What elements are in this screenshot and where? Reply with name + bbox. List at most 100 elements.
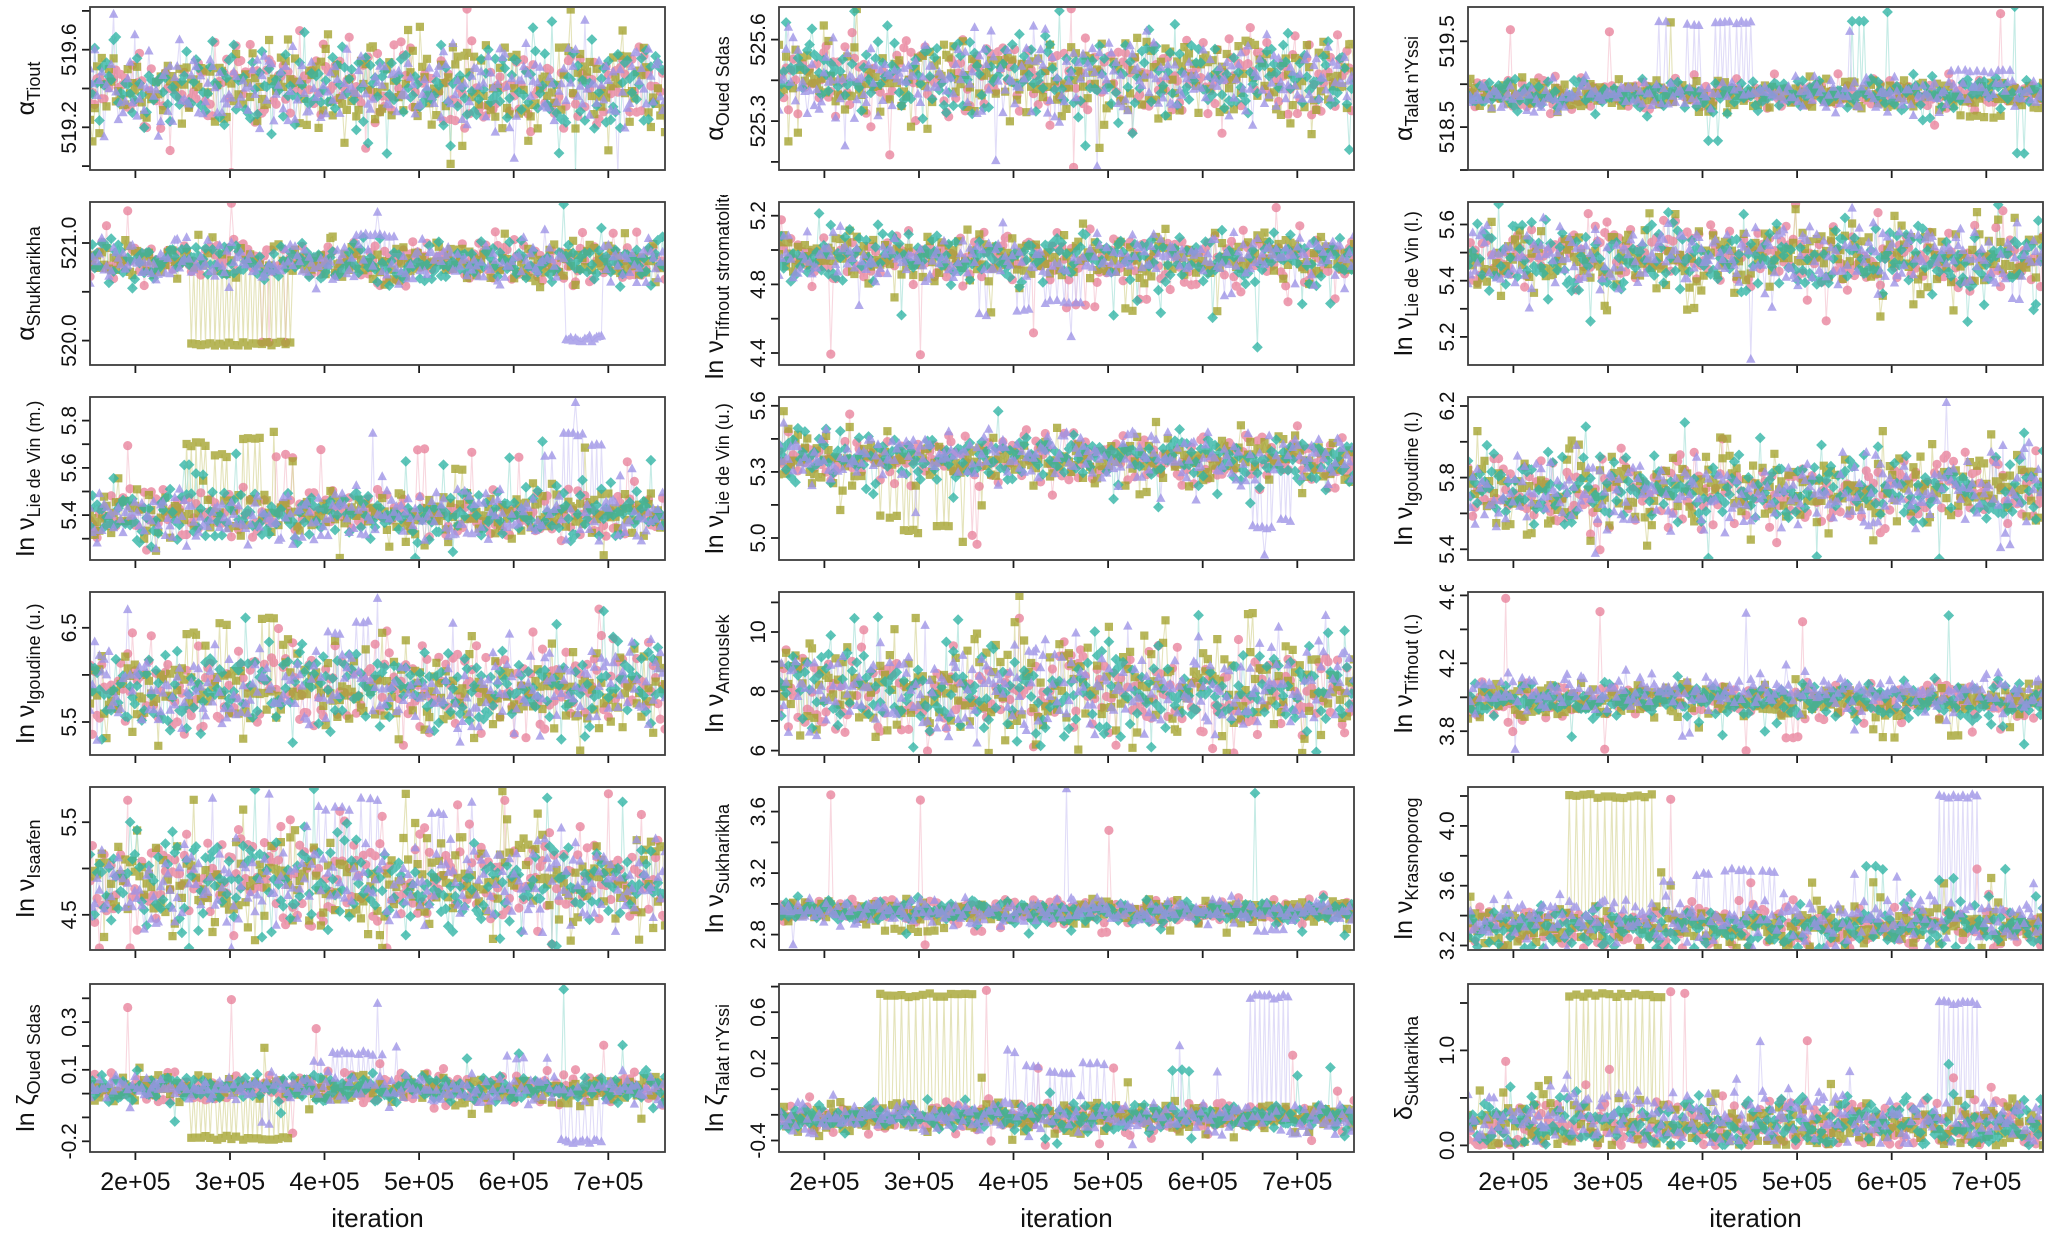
y-tick-label: 4.6 xyxy=(1436,585,1459,610)
y-axis-title: ln νTifnout (l.) xyxy=(1390,614,1422,733)
plot-box xyxy=(1467,6,2044,171)
plot-box xyxy=(1467,201,2044,366)
y-tick-label: -0.2 xyxy=(58,1123,81,1159)
y-tick-label: 5.6 xyxy=(58,453,81,482)
y-tick-label: 6 xyxy=(747,745,770,757)
y-axis-title: ln νLie de Vin (l.) xyxy=(1390,211,1422,356)
y-axis-title: ln νSukharikha xyxy=(701,803,733,933)
x-tick-label: 6e+05 xyxy=(1168,1168,1238,1196)
chain-1-markers xyxy=(780,409,1353,549)
chain-3-markers xyxy=(91,436,664,559)
x-tick-label: 6e+05 xyxy=(479,1168,549,1196)
chain-4-markers xyxy=(1469,789,2042,949)
x-tick-label: 4e+05 xyxy=(978,1168,1048,1196)
trace-panel-lie-de-vin-l: 5.2 5.4 5.6 ln νLie de Vin (l.) xyxy=(1390,201,2044,373)
x-tick-label: 4e+05 xyxy=(1667,1168,1737,1196)
y-tick-label: 0.1 xyxy=(58,1055,81,1084)
y-tick-label: 518.5 xyxy=(1436,101,1459,154)
traces xyxy=(780,985,1353,1150)
y-tick-label: 4.0 xyxy=(1436,811,1459,840)
y-tick-label: 5.4 xyxy=(58,500,81,530)
chain-2-markers xyxy=(1469,205,2042,321)
y-tick-label: 5.6 xyxy=(1436,210,1459,239)
x-tick-label: 7e+05 xyxy=(1951,1168,2021,1196)
plot-box xyxy=(1467,786,2044,951)
y-tick-label: 0.0 xyxy=(1436,1131,1459,1160)
x-tick-label: 5e+05 xyxy=(1762,1168,1832,1196)
y-tick-label: 3.8 xyxy=(1436,717,1459,746)
x-tick-label: 2e+05 xyxy=(1478,1168,1548,1196)
y-tick-label: 5.5 xyxy=(58,707,81,736)
trace-panel-amouslek: 6 8 10 ln νAmouslek xyxy=(701,591,1355,763)
traces xyxy=(91,8,664,169)
y-axis-title: αTalat n'Yssi xyxy=(1390,36,1422,141)
chain-3-markers xyxy=(91,16,664,169)
chain-1-markers xyxy=(91,789,664,949)
y-tick-label: 5.3 xyxy=(747,457,770,486)
y-axis-title: αShukharikha xyxy=(12,225,44,341)
x-tick-label: 4e+05 xyxy=(289,1168,359,1196)
trace-panel-oued-sdas: 525.3 525.6 αOued Sdas xyxy=(701,6,1355,178)
traces xyxy=(780,788,1353,949)
y-axis-title: ln νAmouslek xyxy=(701,614,733,733)
chain-4-markers xyxy=(780,20,1353,169)
traces xyxy=(1469,593,2042,754)
chain-3-markers xyxy=(780,8,1353,156)
x-tick-label: 6e+05 xyxy=(1857,1168,1927,1196)
x-tick-label: 5e+05 xyxy=(1073,1168,1143,1196)
x-tick-label: 3e+05 xyxy=(195,1168,265,1196)
trace-panel-oued-sdas: -0.2 0.1 0.3 2e+05 3e+05 4e+05 5e+05 6e+05 7e+05… xyxy=(12,983,666,1233)
y-axis-title: αTiout xyxy=(12,62,44,116)
y-axis-title: ln νTifnout stromatolite xyxy=(701,195,733,379)
chain-1-markers xyxy=(91,441,664,555)
y-axis-title: ln ζOued Sdas xyxy=(12,1004,44,1132)
y-tick-label: 8 xyxy=(747,685,770,697)
y-tick-label: 5.4 xyxy=(1436,266,1459,296)
chain-4-markers xyxy=(91,788,664,949)
y-tick-label: 525.3 xyxy=(747,95,770,148)
traces xyxy=(91,985,664,1147)
traces xyxy=(1469,203,2042,363)
chain-3-markers xyxy=(91,203,664,294)
trace-panel-shukharikha: 520.0 521.0 αShukharikha xyxy=(12,201,666,373)
y-tick-label: 3.2 xyxy=(1436,931,1459,960)
chain-1-markers xyxy=(91,995,664,1138)
plot-box xyxy=(1467,591,2044,756)
traces xyxy=(1469,789,2042,949)
plot-box xyxy=(89,983,666,1153)
y-tick-label: 4.2 xyxy=(1436,649,1459,678)
y-tick-label: 3.6 xyxy=(1436,871,1459,900)
y-axis-title: δSukharikha xyxy=(1390,1015,1422,1120)
trace-panel-igoudine-l: 5.4 5.8 6.2 ln νIgoudine (l.) xyxy=(1390,391,2044,568)
trace-panel-krasnoporog: 3.2 3.6 4.0 ln νKrasnoporog xyxy=(1390,786,2044,960)
traces xyxy=(91,593,664,754)
traces xyxy=(1469,987,2042,1151)
chain-2-markers xyxy=(91,8,664,168)
y-tick-label: 519.2 xyxy=(58,101,81,154)
chain-4-markers xyxy=(780,417,1353,559)
x-tick-label: 5e+05 xyxy=(384,1168,454,1196)
traces xyxy=(780,8,1353,169)
y-tick-label: 0.6 xyxy=(747,998,770,1027)
y-tick-label: 5.2 xyxy=(747,201,770,230)
traces xyxy=(91,203,664,350)
plot-box xyxy=(89,591,666,756)
chain-3-markers xyxy=(780,609,1353,754)
trace-panel-lie-de-vin-u: 5.0 5.3 5.6 ln νLie de Vin (u.) xyxy=(701,391,1355,568)
plot-box xyxy=(778,786,1355,951)
trace-panel-tifnout-stromatolite: 4.4 4.8 5.2 ln νTifnout stromatolite xyxy=(701,195,1355,379)
chain-4-markers xyxy=(91,398,664,553)
plot-box xyxy=(1467,396,2044,561)
y-tick-label: 10 xyxy=(747,620,770,643)
y-tick-label: 3.2 xyxy=(747,858,770,887)
chain-4-markers xyxy=(780,989,1353,1149)
x-axis-title: iteration xyxy=(1709,1203,1802,1233)
y-axis-title: αOued Sdas xyxy=(701,36,733,141)
plot-box xyxy=(778,396,1355,561)
y-tick-label: 5.4 xyxy=(1436,534,1459,564)
traces xyxy=(91,788,664,949)
y-tick-label: 5.8 xyxy=(58,406,81,435)
chain-3-markers xyxy=(1469,860,2042,949)
trace-panel-tifnout-l: 3.8 4.2 4.6 ln νTifnout (l.) xyxy=(1390,585,2044,763)
y-tick-label: 519.6 xyxy=(58,23,81,76)
